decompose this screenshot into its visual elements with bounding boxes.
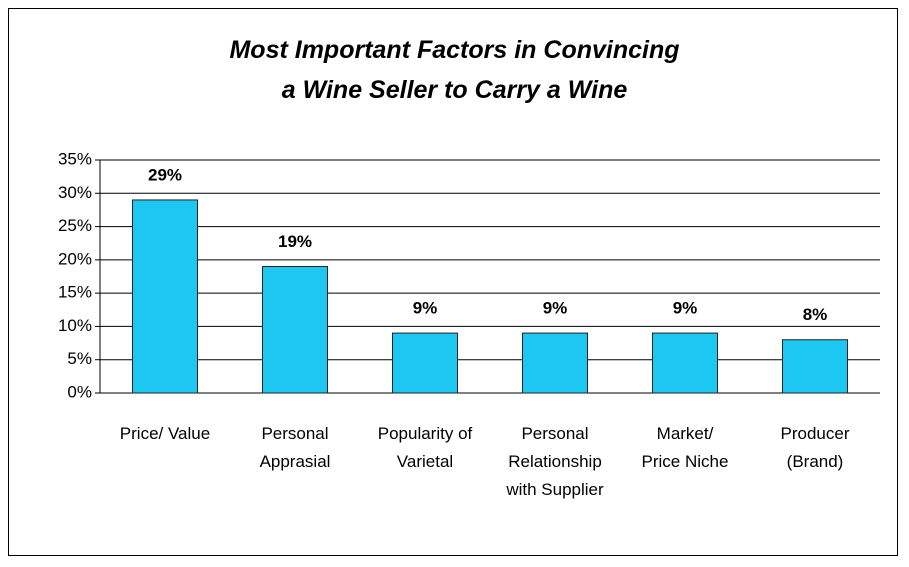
y-tick-label: 15% xyxy=(58,283,92,302)
x-tick-label: Market/ Price Niche xyxy=(641,424,729,471)
bar xyxy=(132,199,198,394)
data-label: 9% xyxy=(413,299,438,318)
data-label: 19% xyxy=(278,232,312,251)
y-tick-label: 35% xyxy=(58,149,92,168)
data-label: 9% xyxy=(543,299,568,318)
y-tick-label: 25% xyxy=(58,216,92,235)
bar xyxy=(782,339,848,394)
y-tick-label: 10% xyxy=(58,316,92,335)
y-tick-label: 30% xyxy=(58,183,92,202)
chart-frame xyxy=(8,8,898,556)
y-tick-label: 5% xyxy=(67,349,92,368)
bar xyxy=(392,332,458,394)
x-tick-label: Personal Relationship with Supplier xyxy=(506,424,604,499)
x-tick-label: Price/ Value xyxy=(119,424,211,443)
y-tick-label: 20% xyxy=(58,249,92,268)
x-tick-label: Producer (Brand) xyxy=(780,424,850,471)
bar xyxy=(652,332,718,394)
x-tick-label: Personal Apprasial xyxy=(259,424,331,471)
data-label: 29% xyxy=(148,165,182,184)
x-tick-label: Popularity of Varietal xyxy=(377,424,473,471)
data-label: 8% xyxy=(803,305,828,324)
chart-title: Most Important Factors in Convincing a W… xyxy=(229,36,680,104)
bar xyxy=(262,266,328,394)
y-tick-label: 0% xyxy=(67,382,92,401)
bar xyxy=(522,332,588,394)
data-label: 9% xyxy=(673,299,698,318)
